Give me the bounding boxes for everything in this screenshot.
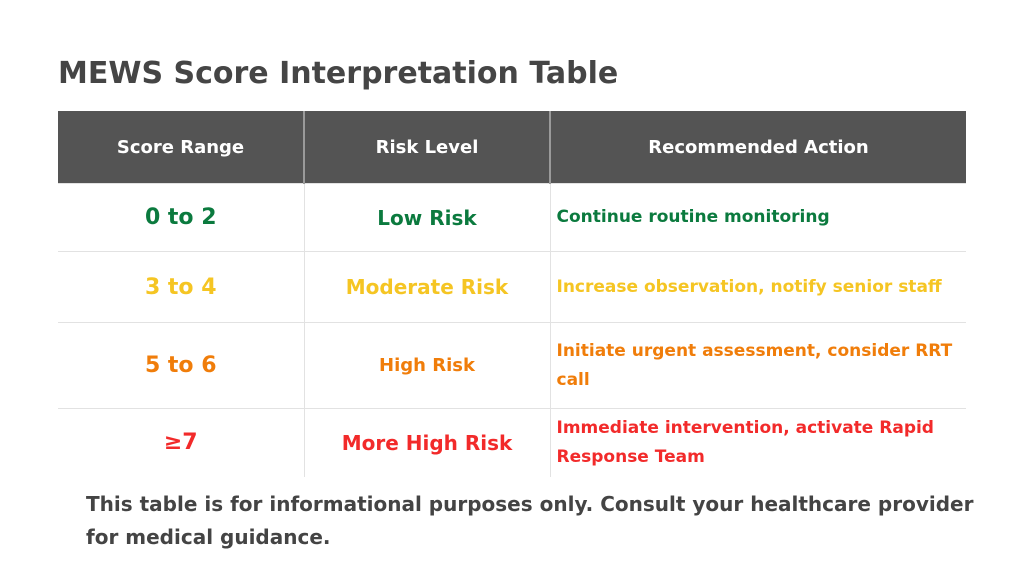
mews-table: Score Range Risk Level Recommended Actio… <box>58 111 966 477</box>
risk-cell: Moderate Risk <box>303 251 550 323</box>
action-cell: Immediate intervention, activate Rapid R… <box>549 408 966 477</box>
action-cell: Continue routine monitoring <box>549 183 966 252</box>
header-recommended-action: Recommended Action <box>549 111 966 184</box>
header-score-range: Score Range <box>58 111 304 184</box>
table-row: 5 to 6 High Risk Initiate urgent assessmen… <box>58 322 966 409</box>
score-cell: 5 to 6 <box>58 322 304 409</box>
risk-cell: High Risk <box>303 322 550 409</box>
header-risk-level: Risk Level <box>303 111 550 184</box>
score-cell: 3 to 4 <box>58 251 304 323</box>
disclaimer-text: This table is for informational purposes… <box>86 492 974 549</box>
table-header-row: Score Range Risk Level Recommended Actio… <box>58 111 966 184</box>
risk-cell: Low Risk <box>303 183 550 252</box>
table-row: ≥7 More High Risk Immediate intervention, … <box>58 408 966 477</box>
table-row: 0 to 2 Low Risk Continue routine monitorin… <box>58 183 966 252</box>
action-cell: Initiate urgent assessment, consider RRT… <box>549 322 966 409</box>
action-cell: Increase observation, notify senior staf… <box>549 251 966 323</box>
page-title: MEWS Score Interpretation Table <box>58 56 619 91</box>
score-cell: 0 to 2 <box>58 183 304 252</box>
score-cell: ≥7 <box>58 408 304 477</box>
risk-cell: More High Risk <box>303 408 550 477</box>
table-row: 3 to 4 Moderate Risk Increase observation,… <box>58 251 966 323</box>
